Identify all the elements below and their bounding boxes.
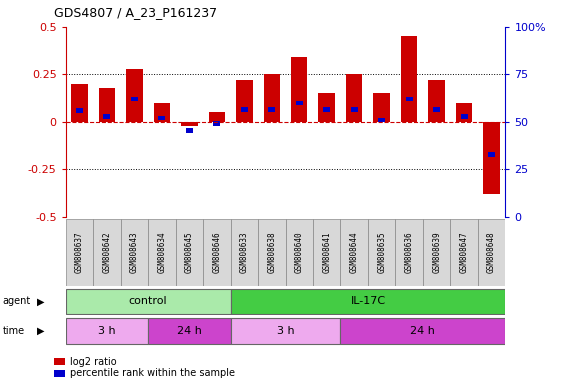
Text: GSM808634: GSM808634 xyxy=(158,232,166,273)
Text: GSM808642: GSM808642 xyxy=(102,232,111,273)
Bar xyxy=(401,36,417,122)
Bar xyxy=(93,219,120,286)
Bar xyxy=(126,69,143,122)
Bar xyxy=(373,93,390,122)
Bar xyxy=(231,318,340,344)
Bar xyxy=(148,318,231,344)
Text: 24 h: 24 h xyxy=(177,326,202,336)
Bar xyxy=(268,107,275,112)
Text: agent: agent xyxy=(3,296,31,306)
Bar xyxy=(103,114,110,119)
Bar xyxy=(158,116,165,121)
Bar xyxy=(231,219,258,286)
Bar xyxy=(351,107,357,112)
Bar xyxy=(66,290,231,313)
Text: 24 h: 24 h xyxy=(411,326,435,336)
Bar xyxy=(154,103,170,122)
Bar xyxy=(286,219,313,286)
Bar xyxy=(66,318,148,344)
Text: GSM808643: GSM808643 xyxy=(130,232,139,273)
Bar xyxy=(181,122,198,126)
Bar xyxy=(456,103,472,122)
Bar xyxy=(313,219,340,286)
Bar xyxy=(291,57,307,122)
Bar xyxy=(296,101,303,105)
Text: GSM808648: GSM808648 xyxy=(487,232,496,273)
Bar xyxy=(483,122,500,194)
Bar xyxy=(148,219,176,286)
Bar xyxy=(131,97,138,101)
Text: GSM808645: GSM808645 xyxy=(185,232,194,273)
Text: percentile rank within the sample: percentile rank within the sample xyxy=(70,368,235,378)
Bar xyxy=(176,219,203,286)
Text: GSM808640: GSM808640 xyxy=(295,232,304,273)
Text: GSM808633: GSM808633 xyxy=(240,232,249,273)
Text: control: control xyxy=(129,296,167,306)
Bar xyxy=(208,113,225,122)
Bar xyxy=(488,152,495,157)
Bar xyxy=(120,219,148,286)
Text: GSM808638: GSM808638 xyxy=(267,232,276,273)
Text: 3 h: 3 h xyxy=(277,326,294,336)
Bar xyxy=(76,108,83,113)
Bar xyxy=(378,118,385,122)
Text: GSM808647: GSM808647 xyxy=(460,232,469,273)
Bar xyxy=(340,318,505,344)
Bar xyxy=(451,219,478,286)
Bar xyxy=(406,97,413,101)
Bar xyxy=(71,84,88,122)
Bar xyxy=(395,219,423,286)
Text: GSM808646: GSM808646 xyxy=(212,232,222,273)
Text: GSM808644: GSM808644 xyxy=(349,232,359,273)
Bar xyxy=(99,88,115,122)
Text: IL-17C: IL-17C xyxy=(351,296,385,306)
Bar xyxy=(423,219,451,286)
Text: log2 ratio: log2 ratio xyxy=(70,357,117,367)
Text: GDS4807 / A_23_P161237: GDS4807 / A_23_P161237 xyxy=(54,6,218,19)
Bar xyxy=(323,107,330,112)
Bar xyxy=(433,107,440,112)
Bar xyxy=(186,128,193,133)
Text: GSM808639: GSM808639 xyxy=(432,232,441,273)
Text: GSM808636: GSM808636 xyxy=(405,232,413,273)
Bar xyxy=(236,80,252,122)
Bar xyxy=(428,80,445,122)
Bar xyxy=(66,219,93,286)
Bar xyxy=(346,74,363,122)
Text: ▶: ▶ xyxy=(37,326,45,336)
Text: GSM808637: GSM808637 xyxy=(75,232,84,273)
Text: time: time xyxy=(3,326,25,336)
Bar xyxy=(478,219,505,286)
Text: ▶: ▶ xyxy=(37,296,45,306)
Text: GSM808635: GSM808635 xyxy=(377,232,386,273)
Bar xyxy=(214,121,220,126)
Bar xyxy=(319,93,335,122)
Bar xyxy=(258,219,286,286)
Text: 3 h: 3 h xyxy=(98,326,116,336)
Bar xyxy=(368,219,395,286)
Bar xyxy=(203,219,231,286)
Bar xyxy=(231,290,505,313)
Bar xyxy=(263,74,280,122)
Bar xyxy=(461,114,468,119)
Text: GSM808641: GSM808641 xyxy=(322,232,331,273)
Bar xyxy=(340,219,368,286)
Bar xyxy=(241,107,248,112)
